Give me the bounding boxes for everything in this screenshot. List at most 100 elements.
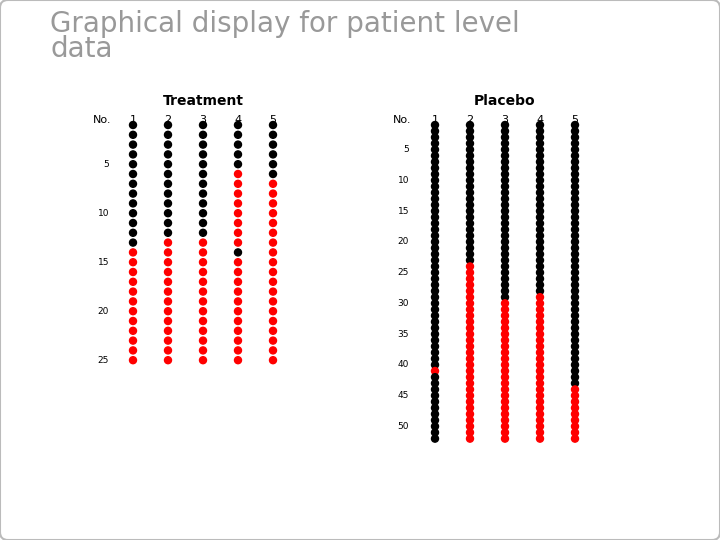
Circle shape [431,404,438,411]
Circle shape [502,257,508,264]
Circle shape [502,399,508,405]
Circle shape [536,232,544,239]
Circle shape [431,146,438,153]
Circle shape [536,312,544,319]
Text: 5: 5 [572,115,578,125]
Circle shape [130,357,137,364]
Circle shape [164,219,171,226]
Circle shape [199,278,207,285]
Circle shape [431,343,438,350]
Circle shape [431,269,438,276]
Circle shape [467,300,474,307]
Text: 2: 2 [467,115,474,125]
Circle shape [431,330,438,338]
Circle shape [130,210,137,217]
Circle shape [467,195,474,202]
Circle shape [536,201,544,208]
Circle shape [536,343,544,350]
Circle shape [164,210,171,217]
Text: 2: 2 [164,115,171,125]
Circle shape [502,152,508,159]
Circle shape [467,349,474,356]
Text: 45: 45 [397,391,409,400]
Circle shape [164,278,171,285]
Circle shape [536,435,544,442]
Text: 40: 40 [397,360,409,369]
Circle shape [536,263,544,270]
Circle shape [431,245,438,252]
Circle shape [502,269,508,276]
Circle shape [536,122,544,129]
Circle shape [502,410,508,417]
Circle shape [467,238,474,245]
Circle shape [502,165,508,172]
Circle shape [164,337,171,344]
Circle shape [502,177,508,184]
Circle shape [431,140,438,147]
Circle shape [431,386,438,393]
Circle shape [130,249,137,256]
Circle shape [467,355,474,362]
Circle shape [431,380,438,387]
Circle shape [467,281,474,288]
Circle shape [536,183,544,190]
Circle shape [536,349,544,356]
Circle shape [130,308,137,315]
Circle shape [164,298,171,305]
Circle shape [235,327,241,334]
Circle shape [536,238,544,245]
Circle shape [431,349,438,356]
Circle shape [269,180,276,187]
Circle shape [130,200,137,207]
Circle shape [536,423,544,430]
Circle shape [164,190,171,197]
Circle shape [467,343,474,350]
Circle shape [431,177,438,184]
Circle shape [536,140,544,147]
Circle shape [164,327,171,334]
Circle shape [502,226,508,233]
Circle shape [269,337,276,344]
Circle shape [269,308,276,315]
Circle shape [199,151,207,158]
Circle shape [199,268,207,275]
Circle shape [269,347,276,354]
Circle shape [130,151,137,158]
Circle shape [502,306,508,313]
Circle shape [235,190,241,197]
Circle shape [431,417,438,424]
Circle shape [199,308,207,315]
Circle shape [467,146,474,153]
Text: 15: 15 [97,258,109,267]
Circle shape [572,368,578,375]
Circle shape [467,429,474,436]
Circle shape [235,259,241,266]
Circle shape [235,298,241,305]
Circle shape [572,380,578,387]
Circle shape [536,257,544,264]
Circle shape [572,343,578,350]
Circle shape [536,251,544,258]
Circle shape [572,386,578,393]
Text: Graphical display for patient level: Graphical display for patient level [50,10,520,38]
Circle shape [467,140,474,147]
Circle shape [572,349,578,356]
Circle shape [572,122,578,129]
Circle shape [235,318,241,325]
Circle shape [502,337,508,344]
Circle shape [572,410,578,417]
Text: 30: 30 [397,299,409,308]
Circle shape [199,337,207,344]
Circle shape [235,239,241,246]
Circle shape [130,288,137,295]
Circle shape [235,219,241,226]
Circle shape [502,183,508,190]
Circle shape [502,368,508,375]
Circle shape [130,268,137,275]
Circle shape [536,330,544,338]
Circle shape [467,226,474,233]
Circle shape [467,386,474,393]
Circle shape [431,423,438,430]
Circle shape [130,337,137,344]
Circle shape [164,151,171,158]
